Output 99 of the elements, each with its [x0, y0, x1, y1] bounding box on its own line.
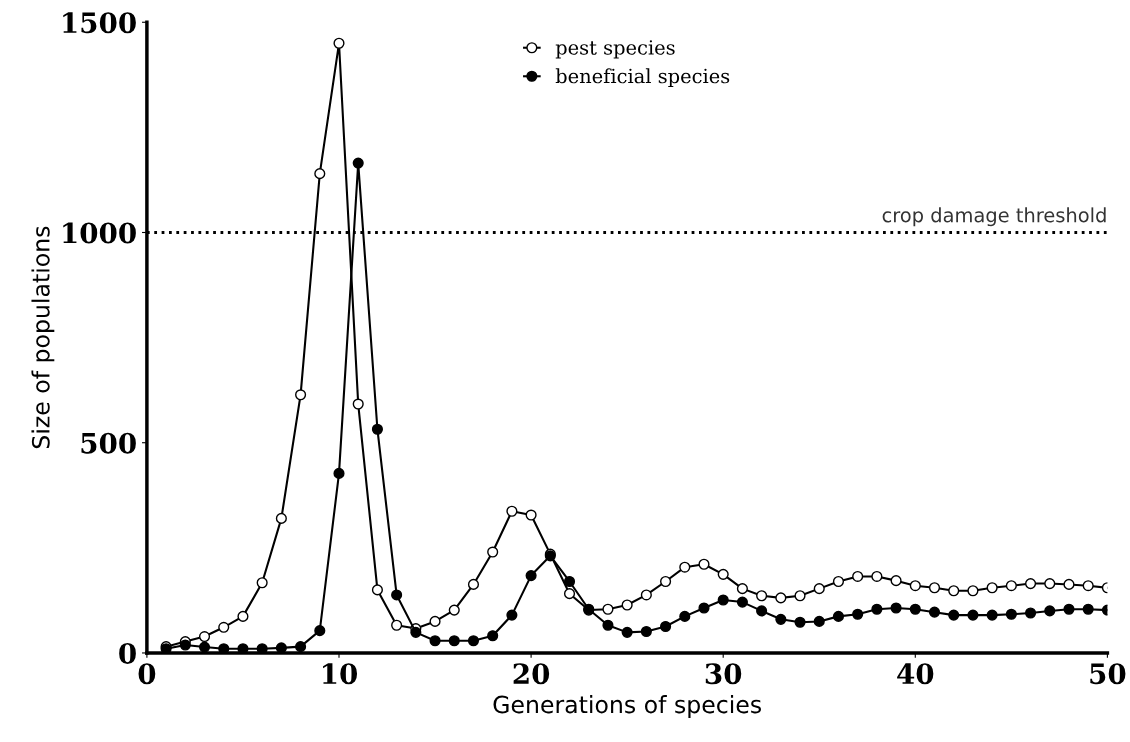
point	[852, 608, 864, 620]
x-tick-label: 40	[897, 663, 934, 685]
point	[1082, 580, 1094, 592]
y-tick-label: 1000	[63, 222, 136, 244]
point	[506, 609, 518, 621]
x-axis-title: Generations of species	[493, 695, 761, 718]
point	[352, 157, 364, 169]
point	[756, 605, 768, 617]
point	[736, 583, 748, 595]
point	[871, 570, 883, 582]
point	[1005, 608, 1017, 620]
x-tick-label: 50	[1090, 663, 1126, 685]
point	[679, 561, 691, 573]
point	[967, 585, 979, 597]
point	[832, 575, 845, 588]
x-tick-label: 10	[323, 663, 358, 685]
point	[448, 635, 460, 647]
point	[1005, 580, 1017, 592]
point	[429, 635, 441, 647]
ref-line-label: crop damage threshold	[882, 207, 1106, 227]
point	[314, 625, 326, 637]
point	[986, 609, 998, 621]
point	[698, 602, 710, 614]
legend-label: beneficial species	[555, 68, 730, 88]
point	[448, 604, 460, 616]
point	[563, 588, 576, 600]
point	[333, 467, 345, 479]
point	[467, 578, 480, 590]
x-tick-label: 0	[138, 663, 156, 685]
point	[794, 616, 806, 628]
point	[218, 621, 230, 633]
point	[429, 615, 441, 627]
y-tick-label: 0	[119, 642, 136, 664]
point	[1044, 605, 1056, 617]
point	[506, 505, 518, 517]
point	[314, 168, 326, 180]
point	[1025, 578, 1037, 590]
point	[852, 570, 864, 582]
point	[621, 626, 633, 638]
point	[198, 631, 211, 643]
point	[756, 590, 768, 602]
point	[660, 620, 672, 633]
point	[295, 641, 307, 653]
point	[1082, 603, 1094, 615]
point	[1063, 603, 1075, 615]
point	[909, 580, 921, 592]
y-axis-title: Size of populations	[31, 226, 55, 449]
point	[717, 594, 729, 606]
point	[909, 603, 921, 615]
point	[295, 389, 307, 401]
point	[948, 609, 960, 621]
point	[1044, 578, 1056, 590]
point	[1063, 578, 1075, 590]
point	[391, 589, 403, 601]
point	[275, 512, 287, 524]
point	[717, 568, 729, 580]
point	[775, 592, 787, 604]
point	[371, 584, 383, 596]
point	[967, 609, 979, 621]
point	[352, 398, 364, 410]
point	[237, 610, 249, 622]
point	[871, 603, 883, 615]
point	[813, 615, 825, 627]
point	[736, 596, 748, 608]
y-tick-label: 500	[81, 432, 136, 454]
point	[948, 585, 960, 597]
point	[928, 606, 941, 618]
point	[256, 577, 268, 589]
legend-label: pest species	[555, 40, 675, 59]
x-tick-label: 20	[513, 663, 550, 685]
point	[986, 582, 998, 594]
point	[525, 570, 537, 582]
point	[198, 641, 211, 653]
point	[775, 613, 787, 625]
point	[794, 590, 806, 602]
point	[602, 603, 614, 615]
x-tick-label: 30	[705, 663, 742, 685]
point	[890, 575, 902, 587]
point	[698, 558, 710, 570]
point	[813, 583, 825, 595]
point	[890, 602, 902, 614]
point	[333, 37, 345, 49]
point	[487, 630, 499, 642]
point	[928, 582, 941, 594]
point	[1025, 607, 1037, 619]
y-tick-label: 1500	[63, 12, 136, 34]
point	[640, 589, 652, 601]
point	[660, 575, 672, 588]
point	[487, 546, 499, 558]
point	[602, 619, 614, 631]
point	[563, 575, 576, 588]
point	[640, 625, 652, 638]
point	[832, 610, 845, 622]
point	[621, 599, 633, 611]
point	[679, 610, 691, 622]
point	[371, 423, 383, 435]
point	[391, 619, 403, 631]
point	[467, 635, 480, 647]
point	[525, 509, 537, 521]
